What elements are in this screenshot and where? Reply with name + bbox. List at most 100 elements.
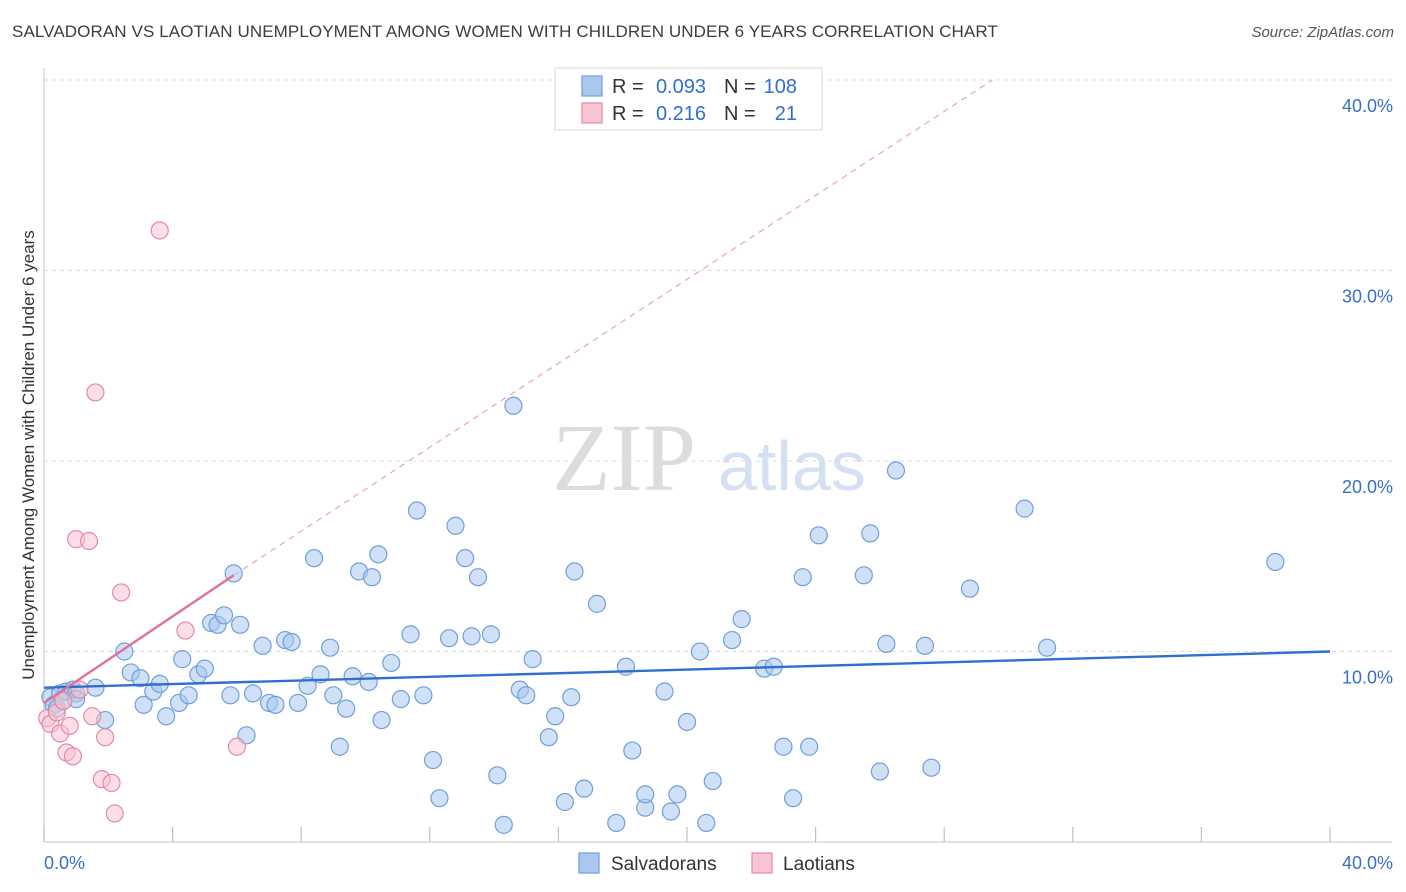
data-point	[214, 606, 234, 625]
data-point	[288, 693, 308, 713]
data-point	[636, 785, 655, 804]
data-point	[539, 728, 558, 747]
y-tick-label: 10.0%	[1342, 668, 1393, 688]
data-point	[481, 625, 500, 644]
data-point	[423, 750, 443, 770]
data-point	[343, 667, 362, 686]
data-point	[655, 682, 674, 701]
data-point	[494, 815, 513, 834]
data-point	[546, 707, 565, 726]
bottom-legend-swatch-salvadorans	[578, 852, 600, 874]
y-tick-label: 20.0%	[1342, 477, 1393, 497]
data-point	[623, 741, 642, 760]
data-point	[565, 562, 584, 581]
data-point	[131, 669, 150, 688]
legend-r-value-2: 0.216	[656, 103, 706, 125]
data-point	[587, 594, 607, 613]
data-point	[337, 699, 356, 718]
watermark: ZIP atlas	[552, 404, 866, 511]
data-point	[79, 531, 99, 551]
data-point	[176, 621, 195, 640]
data-point	[523, 650, 542, 669]
data-point	[105, 804, 124, 823]
data-point	[382, 653, 401, 673]
x-tick-label-min: 0.0%	[44, 853, 85, 873]
trend-line-laotians	[43, 574, 235, 704]
data-point	[575, 779, 594, 798]
legend-swatch-laotians	[581, 102, 603, 124]
y-tick-label: 40.0%	[1342, 96, 1393, 116]
data-point	[677, 712, 697, 732]
data-point	[668, 785, 687, 804]
legend-n-value-1: 108	[764, 76, 797, 98]
legend-swatch-salvadorans	[581, 75, 603, 97]
data-point	[456, 549, 475, 568]
data-point	[369, 545, 388, 564]
data-point	[134, 695, 153, 714]
data-point	[86, 383, 105, 402]
data-point	[607, 813, 626, 833]
data-point	[722, 630, 742, 650]
trend-line-dashed	[233, 79, 993, 576]
data-point	[86, 678, 105, 697]
data-point	[468, 568, 488, 587]
data-point	[783, 789, 803, 808]
x-tick-label-max: 40.0%	[1342, 853, 1393, 873]
data-point	[861, 524, 880, 543]
data-point	[661, 802, 681, 821]
data-points	[38, 221, 1331, 834]
data-point	[774, 737, 793, 756]
data-point	[54, 691, 73, 711]
data-point	[462, 627, 481, 646]
data-point	[870, 762, 890, 781]
data-point	[359, 672, 378, 692]
series-laotians	[38, 221, 246, 823]
chart-source: Source: ZipAtlas.com	[1251, 24, 1394, 41]
bottom-legend-label-laotians: Laotians	[783, 854, 855, 875]
legend-r-label-1: R =	[612, 76, 644, 98]
data-point	[1266, 552, 1285, 572]
data-point	[179, 686, 198, 705]
data-point	[362, 568, 382, 587]
data-point	[253, 636, 272, 655]
data-point	[372, 710, 391, 730]
data-point	[430, 789, 449, 808]
data-point	[63, 747, 83, 766]
data-point	[391, 690, 410, 709]
data-point	[282, 632, 301, 652]
data-point	[150, 221, 169, 240]
data-point	[809, 526, 828, 545]
data-point	[703, 771, 722, 791]
data-point	[321, 638, 340, 657]
data-point	[960, 579, 980, 598]
trend-line-salvadorans	[43, 650, 1331, 689]
data-point	[800, 737, 819, 756]
data-point	[793, 568, 812, 587]
data-point	[446, 516, 465, 535]
data-point	[231, 615, 250, 634]
data-point	[439, 629, 459, 648]
legend-bottom: Salvadorans Laotians	[578, 852, 855, 875]
data-point	[243, 684, 263, 703]
data-point	[227, 737, 246, 756]
data-point	[70, 680, 89, 699]
gridlines	[44, 79, 1392, 652]
bottom-legend-swatch-laotians	[751, 852, 773, 874]
data-point	[266, 695, 285, 714]
data-point	[504, 396, 523, 415]
data-point	[414, 686, 433, 705]
data-point	[854, 566, 873, 585]
y-tick-label: 30.0%	[1342, 287, 1393, 307]
data-point	[157, 707, 176, 726]
legend-r-label-2: R =	[612, 103, 644, 125]
data-point	[915, 636, 935, 655]
data-point	[877, 634, 896, 653]
chart-title: SALVADORAN VS LAOTIAN UNEMPLOYMENT AMONG…	[12, 22, 998, 41]
legend-n-label-2: N =	[724, 103, 756, 125]
data-point	[922, 758, 941, 777]
legend-n-value-2: 21	[775, 103, 797, 125]
y-axis-tick-labels: 10.0% 20.0% 30.0% 40.0%	[1342, 96, 1393, 688]
data-point	[886, 461, 906, 480]
data-point	[83, 707, 102, 726]
data-point	[60, 716, 79, 735]
